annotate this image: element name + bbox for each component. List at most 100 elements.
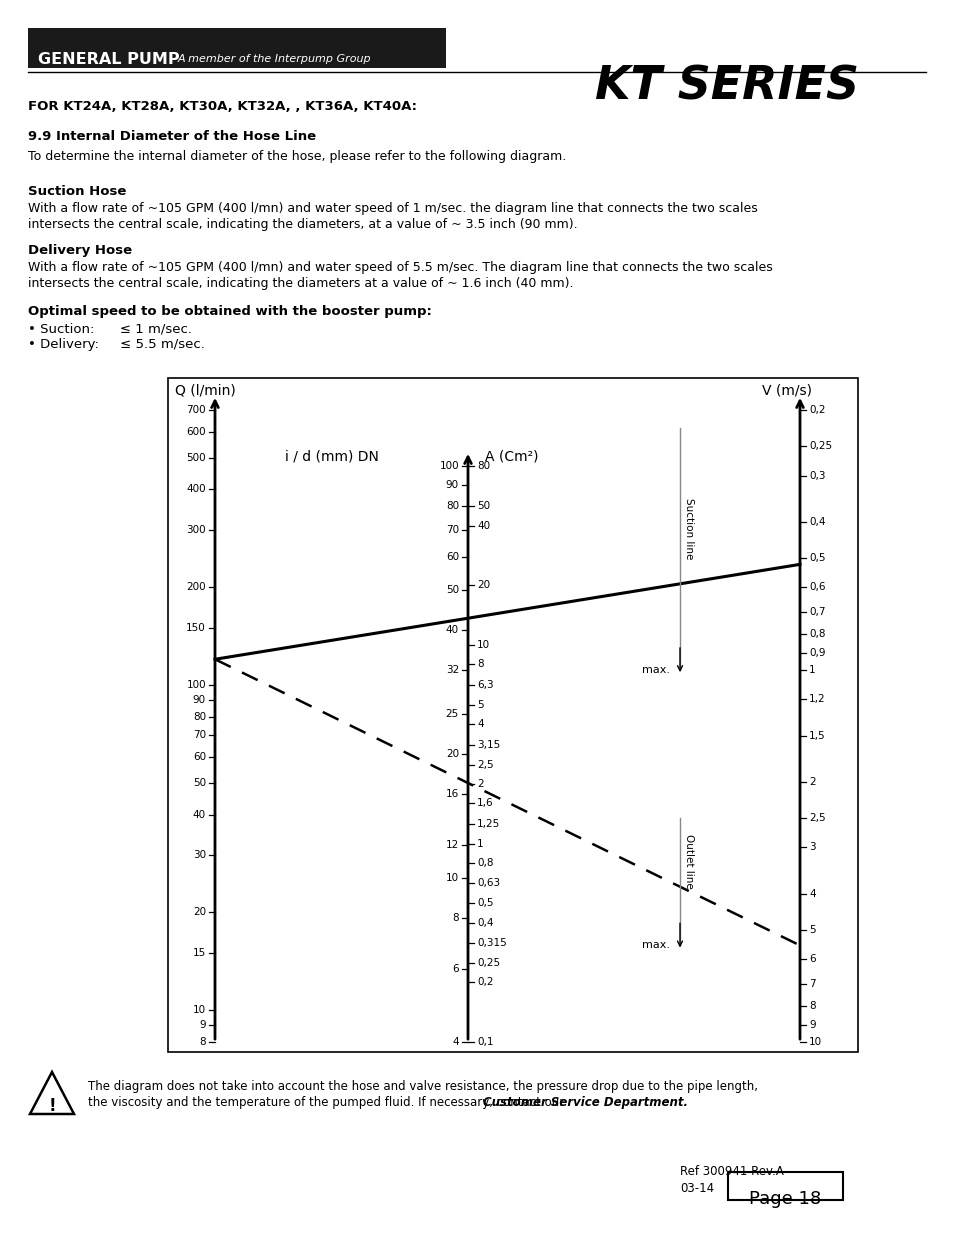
Text: 80: 80 xyxy=(445,501,458,511)
Text: 90: 90 xyxy=(193,695,206,705)
Text: 20: 20 xyxy=(193,908,206,918)
Text: 60: 60 xyxy=(193,752,206,762)
Text: 0,8: 0,8 xyxy=(808,629,824,638)
Text: 100: 100 xyxy=(439,461,458,471)
Text: 4: 4 xyxy=(476,719,483,729)
Text: V (m/s): V (m/s) xyxy=(761,383,811,396)
Text: 0,8: 0,8 xyxy=(476,858,493,868)
Text: 0,6: 0,6 xyxy=(808,583,824,593)
Text: 5: 5 xyxy=(476,700,483,710)
Text: 90: 90 xyxy=(445,480,458,490)
Text: 4: 4 xyxy=(808,889,815,899)
Text: 0,4: 0,4 xyxy=(476,918,493,927)
Text: 20: 20 xyxy=(476,580,490,590)
Text: max.: max. xyxy=(641,940,669,951)
Text: 3: 3 xyxy=(808,842,815,852)
Text: 0,9: 0,9 xyxy=(808,648,824,658)
Text: A member of the Interpump Group: A member of the Interpump Group xyxy=(178,54,372,64)
Text: 0,25: 0,25 xyxy=(808,441,831,451)
Text: 6,3: 6,3 xyxy=(476,680,493,690)
Text: 25: 25 xyxy=(445,709,458,719)
Text: 0,315: 0,315 xyxy=(476,939,506,948)
Text: 7: 7 xyxy=(808,979,815,989)
Text: 0,4: 0,4 xyxy=(808,517,824,527)
Text: 2,5: 2,5 xyxy=(476,760,493,769)
Text: With a flow rate of ~105 GPM (400 l/mn) and water speed of 1 m/sec. the diagram : With a flow rate of ~105 GPM (400 l/mn) … xyxy=(28,203,757,215)
Text: 2: 2 xyxy=(476,779,483,789)
Text: GENERAL PUMP: GENERAL PUMP xyxy=(38,52,179,67)
Text: 8: 8 xyxy=(476,659,483,669)
Text: 50: 50 xyxy=(193,778,206,788)
Text: 0,2: 0,2 xyxy=(808,405,824,415)
Bar xyxy=(168,378,857,1052)
Text: 30: 30 xyxy=(193,850,206,861)
Text: 70: 70 xyxy=(193,730,206,741)
Text: 0,3: 0,3 xyxy=(808,471,824,480)
Text: 500: 500 xyxy=(186,452,206,463)
Text: Suction Hose: Suction Hose xyxy=(28,185,126,198)
Text: 3,15: 3,15 xyxy=(476,740,499,750)
Text: A (Cm²): A (Cm²) xyxy=(484,450,537,464)
Text: 10: 10 xyxy=(476,640,490,650)
Text: 40: 40 xyxy=(476,521,490,531)
Text: 100: 100 xyxy=(186,680,206,690)
Text: To determine the internal diameter of the hose, please refer to the following di: To determine the internal diameter of th… xyxy=(28,149,566,163)
Text: 40: 40 xyxy=(193,809,206,820)
Bar xyxy=(727,1172,842,1200)
Text: 8: 8 xyxy=(199,1037,206,1047)
Text: 10: 10 xyxy=(808,1037,821,1047)
Text: the viscosity and the temperature of the pumped fluid. If necessary, contact our: the viscosity and the temperature of the… xyxy=(88,1095,567,1109)
Text: 80: 80 xyxy=(476,461,490,471)
Text: 1,2: 1,2 xyxy=(808,694,824,704)
Text: Q (l/min): Q (l/min) xyxy=(174,383,235,396)
Text: 6: 6 xyxy=(452,965,458,974)
Text: 12: 12 xyxy=(445,840,458,851)
Text: 0,2: 0,2 xyxy=(476,977,493,987)
Text: Customer Service Department.: Customer Service Department. xyxy=(482,1095,687,1109)
Text: 50: 50 xyxy=(445,585,458,595)
Text: Delivery Hose: Delivery Hose xyxy=(28,245,132,257)
Text: 0,5: 0,5 xyxy=(476,898,493,908)
Text: With a flow rate of ~105 GPM (400 l/mn) and water speed of 5.5 m/sec. The diagra: With a flow rate of ~105 GPM (400 l/mn) … xyxy=(28,261,772,274)
Text: max.: max. xyxy=(641,664,669,676)
Text: 9: 9 xyxy=(199,1020,206,1030)
Text: Suction line: Suction line xyxy=(683,498,693,559)
Text: 0,5: 0,5 xyxy=(808,553,824,563)
Text: 0,1: 0,1 xyxy=(476,1037,493,1047)
Text: intersects the central scale, indicating the diameters at a value of ~ 1.6 inch : intersects the central scale, indicating… xyxy=(28,277,573,290)
Text: 6: 6 xyxy=(808,955,815,965)
Text: 9: 9 xyxy=(808,1020,815,1030)
Polygon shape xyxy=(30,1072,74,1114)
Text: Ref 300941 Rev.A: Ref 300941 Rev.A xyxy=(679,1165,783,1178)
Text: 8: 8 xyxy=(452,913,458,923)
Text: Optimal speed to be obtained with the booster pump:: Optimal speed to be obtained with the bo… xyxy=(28,305,432,317)
Text: 5: 5 xyxy=(808,925,815,935)
Text: 32: 32 xyxy=(445,664,458,674)
Text: • Delivery:     ≤ 5.5 m/sec.: • Delivery: ≤ 5.5 m/sec. xyxy=(28,338,205,351)
Text: 0,7: 0,7 xyxy=(808,608,824,618)
Text: 40: 40 xyxy=(445,625,458,635)
Text: • Suction:      ≤ 1 m/sec.: • Suction: ≤ 1 m/sec. xyxy=(28,322,192,335)
Text: 80: 80 xyxy=(193,711,206,721)
Text: 10: 10 xyxy=(445,873,458,883)
Text: 8: 8 xyxy=(808,1000,815,1011)
Text: Page 18: Page 18 xyxy=(748,1191,821,1208)
Text: 20: 20 xyxy=(445,748,458,760)
Text: 0,63: 0,63 xyxy=(476,878,499,888)
Text: i / d (mm) DN: i / d (mm) DN xyxy=(285,450,378,464)
Text: 0,25: 0,25 xyxy=(476,958,499,968)
Text: 16: 16 xyxy=(445,789,458,799)
Text: FOR KT24A, KT28A, KT30A, KT32A, , KT36A, KT40A:: FOR KT24A, KT28A, KT30A, KT32A, , KT36A,… xyxy=(28,100,416,112)
Text: 50: 50 xyxy=(476,501,490,511)
Text: 2: 2 xyxy=(808,777,815,787)
Text: !: ! xyxy=(49,1097,56,1115)
Text: 10: 10 xyxy=(193,1005,206,1015)
Text: 600: 600 xyxy=(186,427,206,437)
Text: The diagram does not take into account the hose and valve resistance, the pressu: The diagram does not take into account t… xyxy=(88,1079,758,1093)
Text: 1,6: 1,6 xyxy=(476,798,493,808)
Text: Outlet line: Outlet line xyxy=(683,835,693,889)
Text: KT SERIES: KT SERIES xyxy=(595,65,858,110)
Text: 1,5: 1,5 xyxy=(808,731,824,741)
Text: 200: 200 xyxy=(186,582,206,592)
Text: 70: 70 xyxy=(445,525,458,535)
